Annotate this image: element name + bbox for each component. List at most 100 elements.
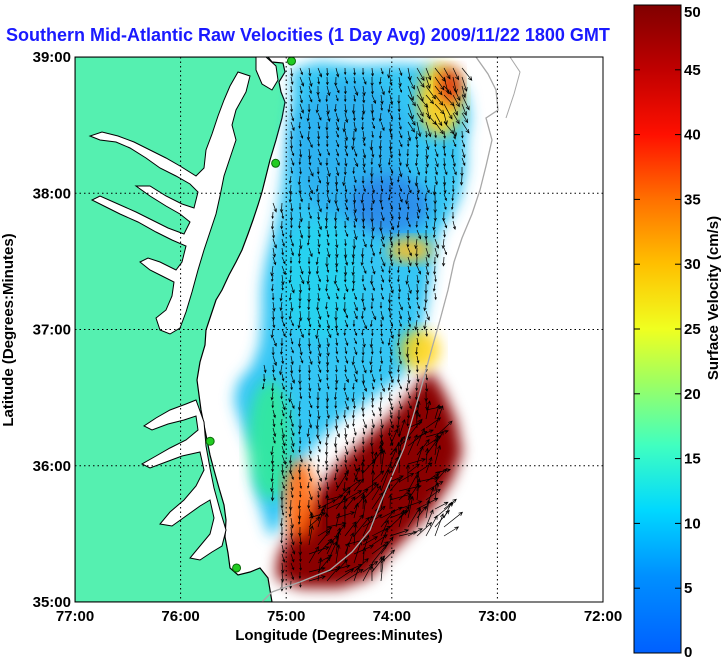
velocity-arrow [425, 85, 436, 100]
velocity-arrow [325, 202, 329, 210]
velocity-arrow [281, 229, 285, 237]
velocity-arrow [281, 211, 285, 220]
velocity-arrow [370, 445, 374, 456]
velocity-arrow [443, 103, 453, 120]
velocity-arrow [297, 247, 301, 258]
velocity-arrow [344, 346, 348, 355]
x-tick-label: 75:00 [267, 608, 305, 625]
x-tick-label: 72:00 [584, 608, 622, 625]
velocity-arrow [425, 148, 429, 160]
velocity-arrow [335, 373, 339, 385]
velocity-arrow [434, 238, 440, 249]
velocity-patch-coastal [248, 380, 292, 500]
colorbar-tick-label: 20 [684, 386, 701, 403]
velocity-arrow [405, 464, 411, 483]
velocity-arrow [406, 355, 410, 364]
velocity-arrow [362, 536, 378, 546]
map-title: Southern Mid-Atlantic Raw Velocities (1 … [6, 25, 610, 45]
velocity-arrow [425, 488, 441, 501]
velocity-arrow [416, 265, 421, 275]
velocity-arrow [280, 310, 284, 321]
velocity-arrow [261, 382, 265, 390]
velocity-arrow [407, 220, 411, 228]
velocity-arrow [362, 498, 368, 519]
velocity-arrow [398, 400, 403, 410]
velocity-arrow [299, 67, 303, 76]
velocity-arrow [335, 94, 339, 102]
velocity-arrow [398, 301, 403, 311]
velocity-arrow [461, 67, 473, 81]
velocity-arrow [290, 121, 295, 132]
velocity-arrow [317, 556, 331, 573]
velocity-arrow [307, 463, 311, 473]
velocity-arrow [387, 382, 391, 391]
velocity-arrow [443, 67, 451, 80]
velocity-arrow [371, 544, 388, 564]
velocity-arrow [290, 355, 294, 366]
velocity-arrow [317, 175, 322, 184]
grid-lines [75, 57, 603, 602]
velocity-arrow [443, 112, 448, 126]
velocity-arrow [425, 486, 435, 510]
velocity-arrow [288, 499, 293, 511]
velocity-arrow [343, 166, 347, 176]
velocity-arrow [379, 302, 383, 309]
velocity-arrow [416, 355, 420, 364]
velocity-arrow [335, 247, 339, 258]
velocity-arrow [434, 404, 441, 420]
velocity-arrow [380, 310, 385, 321]
velocity-arrow [380, 202, 384, 211]
x-tick-labels: 77:00 76:00 75:00 74:00 73:00 72:00 [56, 608, 622, 625]
velocity-arrow [398, 166, 403, 178]
velocity-arrow [326, 193, 331, 204]
velocity-arrow [416, 211, 420, 220]
velocity-arrow [290, 301, 294, 312]
velocity-arrow [324, 454, 329, 465]
velocity-arrow [461, 103, 467, 116]
velocity-arrow [299, 274, 305, 285]
velocity-arrow [396, 418, 400, 429]
velocity-arrow [369, 337, 374, 349]
velocity-arrow [299, 166, 302, 175]
velocity-arrow [290, 220, 293, 229]
velocity-arrow [370, 470, 376, 492]
velocity-arrow [299, 148, 303, 158]
velocity-arrow [343, 274, 347, 283]
velocity-arrow [289, 328, 293, 337]
velocity-arrow [416, 438, 430, 456]
velocity-arrow [380, 519, 389, 537]
velocity-arrow [362, 445, 365, 454]
velocity-arrow [452, 139, 457, 148]
velocity-arrow [360, 193, 364, 204]
velocity-arrow [343, 292, 346, 301]
velocity-arrow [407, 175, 411, 184]
velocity-arrow [387, 337, 391, 346]
velocity-arrow [306, 274, 310, 285]
velocity-arrow [307, 202, 311, 211]
velocity-arrow [434, 473, 440, 492]
velocity-arrow [415, 382, 419, 392]
velocity-arrow [443, 220, 448, 229]
velocity-arrow [371, 193, 375, 205]
velocity-arrow [308, 382, 312, 392]
velocity-arrow [344, 184, 348, 193]
velocity-arrow [334, 256, 339, 268]
colorbar-gradient [633, 4, 682, 654]
velocity-arrow [379, 391, 383, 401]
velocity-arrow [353, 566, 360, 582]
velocity-arrow [317, 504, 327, 519]
velocity-arrow [317, 507, 325, 528]
velocity-arrow [308, 373, 311, 381]
velocity-arrow [272, 355, 277, 367]
velocity-arrow [362, 364, 367, 374]
velocity-arrow [290, 247, 294, 257]
colorbar-tick-label: 40 [684, 127, 701, 144]
velocity-arrow [326, 103, 330, 115]
velocity-arrow [317, 355, 321, 365]
velocity-arrow [370, 428, 374, 436]
velocity-arrow [290, 517, 294, 529]
velocity-arrow [307, 229, 311, 240]
velocity-arrow [398, 310, 403, 320]
velocity-arrow [317, 472, 322, 482]
velocity-arrow [316, 392, 320, 402]
